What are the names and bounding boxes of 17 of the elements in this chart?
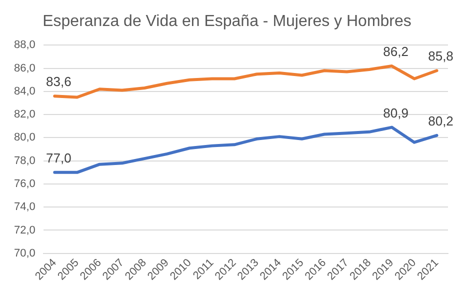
y-tick-label: 86,0 [14,62,36,74]
y-tick-label: 88,0 [14,39,36,52]
data-label: 80,2 [428,113,454,128]
data-label: 77,0 [46,150,72,166]
chart-title: Esperanza de Vida en España - Mujeres y Hombres [42,13,412,30]
y-tick-label: 72,0 [14,224,36,236]
y-tick-label: 82,0 [14,108,36,121]
y-tick-label: 78,0 [14,154,36,167]
y-tick-label: 74,0 [14,201,36,214]
data-label: 80,9 [383,105,408,120]
y-tick-label: 84,0 [14,85,36,98]
data-label: 86,2 [383,44,408,60]
y-tick-label: 80,0 [14,132,36,144]
y-tick-label: 70,0 [14,247,36,260]
data-label: 85,8 [428,48,454,64]
y-tick-label: 76,0 [14,178,36,190]
data-label: 83,6 [46,74,72,90]
